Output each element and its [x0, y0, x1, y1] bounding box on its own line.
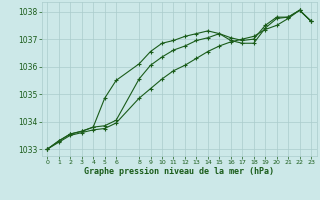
X-axis label: Graphe pression niveau de la mer (hPa): Graphe pression niveau de la mer (hPa): [84, 167, 274, 176]
